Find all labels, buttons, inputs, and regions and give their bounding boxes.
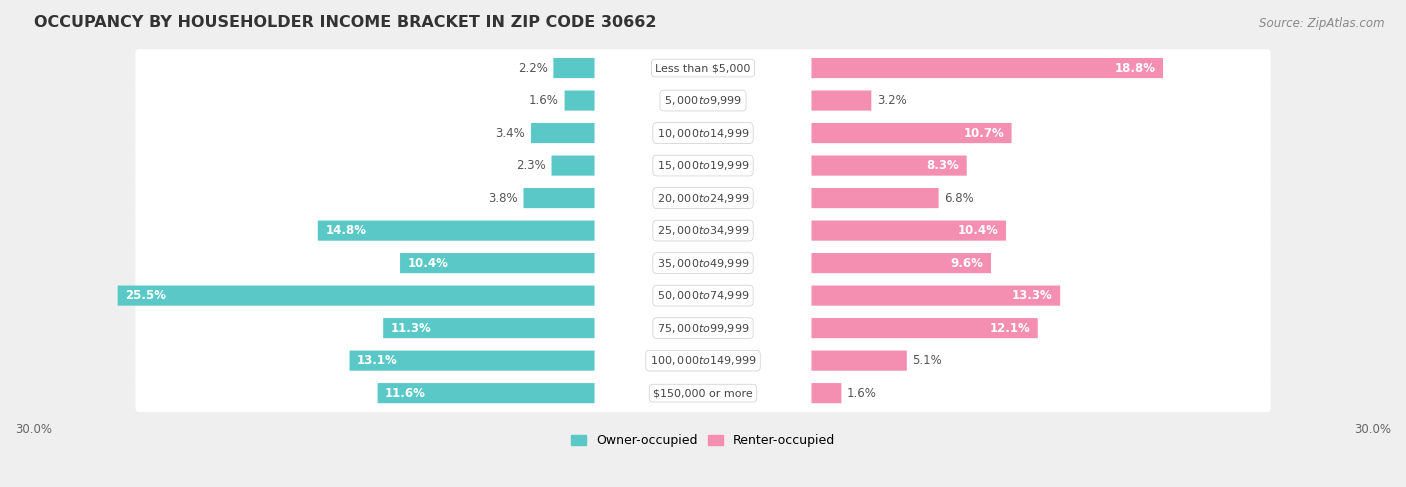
FancyBboxPatch shape xyxy=(135,212,1271,249)
FancyBboxPatch shape xyxy=(135,375,1271,412)
Text: 1.6%: 1.6% xyxy=(529,94,560,107)
FancyBboxPatch shape xyxy=(318,221,595,241)
Text: $20,000 to $24,999: $20,000 to $24,999 xyxy=(657,191,749,205)
FancyBboxPatch shape xyxy=(384,318,595,338)
Text: 3.2%: 3.2% xyxy=(877,94,907,107)
FancyBboxPatch shape xyxy=(135,179,1271,217)
FancyBboxPatch shape xyxy=(811,221,1005,241)
Text: 6.8%: 6.8% xyxy=(945,191,974,205)
FancyBboxPatch shape xyxy=(135,82,1271,119)
FancyBboxPatch shape xyxy=(135,309,1271,347)
Text: 12.1%: 12.1% xyxy=(990,321,1031,335)
FancyBboxPatch shape xyxy=(401,253,595,273)
FancyBboxPatch shape xyxy=(554,58,595,78)
FancyBboxPatch shape xyxy=(135,277,1271,315)
Text: OCCUPANCY BY HOUSEHOLDER INCOME BRACKET IN ZIP CODE 30662: OCCUPANCY BY HOUSEHOLDER INCOME BRACKET … xyxy=(34,15,657,30)
FancyBboxPatch shape xyxy=(551,155,595,176)
Text: 18.8%: 18.8% xyxy=(1115,61,1156,75)
FancyBboxPatch shape xyxy=(565,91,595,111)
Text: 9.6%: 9.6% xyxy=(950,257,984,270)
Text: Less than $5,000: Less than $5,000 xyxy=(655,63,751,73)
Text: 2.3%: 2.3% xyxy=(516,159,546,172)
FancyBboxPatch shape xyxy=(135,114,1271,152)
Text: 11.6%: 11.6% xyxy=(385,387,426,400)
Text: $10,000 to $14,999: $10,000 to $14,999 xyxy=(657,127,749,140)
FancyBboxPatch shape xyxy=(811,58,1163,78)
FancyBboxPatch shape xyxy=(531,123,595,143)
FancyBboxPatch shape xyxy=(811,318,1038,338)
FancyBboxPatch shape xyxy=(811,91,872,111)
Text: $5,000 to $9,999: $5,000 to $9,999 xyxy=(664,94,742,107)
Text: 10.4%: 10.4% xyxy=(957,224,998,237)
FancyBboxPatch shape xyxy=(135,147,1271,185)
Text: 2.2%: 2.2% xyxy=(517,61,548,75)
Text: 10.7%: 10.7% xyxy=(963,127,1004,140)
Text: 3.4%: 3.4% xyxy=(495,127,526,140)
FancyBboxPatch shape xyxy=(523,188,595,208)
Text: $50,000 to $74,999: $50,000 to $74,999 xyxy=(657,289,749,302)
FancyBboxPatch shape xyxy=(811,383,841,403)
FancyBboxPatch shape xyxy=(118,285,595,306)
Text: 3.8%: 3.8% xyxy=(488,191,517,205)
FancyBboxPatch shape xyxy=(378,383,595,403)
FancyBboxPatch shape xyxy=(811,188,939,208)
Text: 10.4%: 10.4% xyxy=(408,257,449,270)
Text: $35,000 to $49,999: $35,000 to $49,999 xyxy=(657,257,749,270)
FancyBboxPatch shape xyxy=(811,155,967,176)
Text: 5.1%: 5.1% xyxy=(912,354,942,367)
Text: 13.1%: 13.1% xyxy=(357,354,398,367)
Text: 11.3%: 11.3% xyxy=(391,321,432,335)
FancyBboxPatch shape xyxy=(811,285,1060,306)
FancyBboxPatch shape xyxy=(135,342,1271,379)
FancyBboxPatch shape xyxy=(811,123,1011,143)
Text: $25,000 to $34,999: $25,000 to $34,999 xyxy=(657,224,749,237)
Text: 8.3%: 8.3% xyxy=(927,159,959,172)
Text: 13.3%: 13.3% xyxy=(1012,289,1053,302)
Legend: Owner-occupied, Renter-occupied: Owner-occupied, Renter-occupied xyxy=(567,430,839,452)
Text: $75,000 to $99,999: $75,000 to $99,999 xyxy=(657,321,749,335)
FancyBboxPatch shape xyxy=(135,244,1271,282)
Text: 25.5%: 25.5% xyxy=(125,289,166,302)
Text: $150,000 or more: $150,000 or more xyxy=(654,388,752,398)
FancyBboxPatch shape xyxy=(135,49,1271,87)
Text: $15,000 to $19,999: $15,000 to $19,999 xyxy=(657,159,749,172)
FancyBboxPatch shape xyxy=(811,253,991,273)
Text: $100,000 to $149,999: $100,000 to $149,999 xyxy=(650,354,756,367)
FancyBboxPatch shape xyxy=(811,351,907,371)
FancyBboxPatch shape xyxy=(350,351,595,371)
Text: 1.6%: 1.6% xyxy=(846,387,877,400)
Text: 14.8%: 14.8% xyxy=(325,224,366,237)
Text: Source: ZipAtlas.com: Source: ZipAtlas.com xyxy=(1260,17,1385,30)
